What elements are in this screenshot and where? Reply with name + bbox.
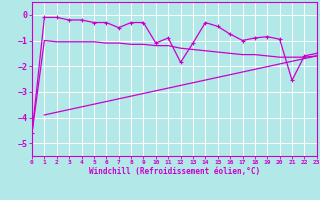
X-axis label: Windchill (Refroidissement éolien,°C): Windchill (Refroidissement éolien,°C) [89, 167, 260, 176]
